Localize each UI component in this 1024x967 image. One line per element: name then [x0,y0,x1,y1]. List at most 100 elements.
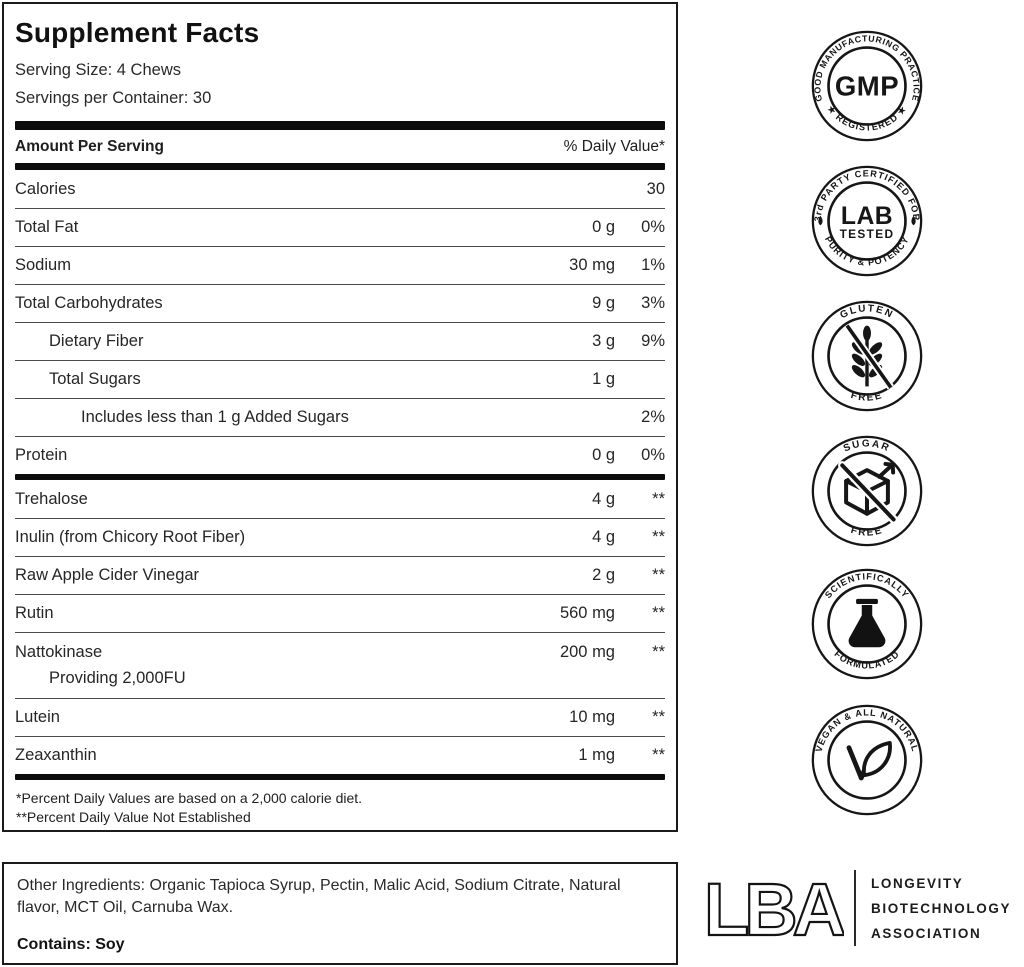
svg-text:FORMULATED: FORMULATED [832,649,901,671]
sugar-free-seal-icon: SUGAR FREE [811,435,923,547]
nutrient-dv: 9% [641,332,665,350]
table-row-nattokinase: Nattokinase 200 mg ** Providing 2,000FU [15,632,665,698]
gmp-seal-icon: GOOD MANUFACTURING PRACTICE ★ REGISTERED… [811,30,923,142]
table-row-rutin: Rutin 560 mg ** [15,594,665,632]
svg-text:★ REGISTERED ★: ★ REGISTERED ★ [825,103,909,133]
nutrient-name: Sodium [15,256,71,274]
lab-center-text: LAB [841,203,893,230]
nutrient-name: Total Fat [15,218,79,236]
table-row-sodium: Sodium 30 mg 1% [15,246,665,284]
nutrient-name: Lutein [15,708,60,726]
servings-per-container: Servings per Container: 30 [15,89,212,107]
nutrient-name: Dietary Fiber [49,332,144,350]
lab-tested-seal-icon: 3rd PARTY CERTIFIED FOR PURITY & POTENCY… [811,165,923,277]
footnotes: *Percent Daily Values are based on a 2,0… [15,780,665,830]
thick-divider-top [15,121,665,130]
nattokinase-main-line: Nattokinase 200 mg ** [15,643,665,662]
nutrient-dv: 2% [641,408,665,426]
table-row-apple-cider-vinegar: Raw Apple Cider Vinegar 2 g ** [15,556,665,594]
droplet-left-icon [818,215,823,226]
footnote-daily-values: *Percent Daily Values are based on a 2,0… [16,790,363,806]
table-row-total-carbohydrates: Total Carbohydrates 9 g 3% [15,284,665,322]
nutrient-amount: 0 g [592,446,615,464]
association-line-3: ASSOCIATION [871,925,982,941]
scientifically-formulated-seal-icon: SCIENTIFICALLY FORMULATED [811,568,923,680]
nutrient-dv: ** [652,566,665,584]
nutrition-table: Calories 30 Total Fat 0 g 0% Sodium 30 m… [15,170,665,474]
table-row-total-sugars: Total Sugars 1 g [15,360,665,398]
contains-allergen: Contains: Soy [17,936,125,954]
nutrient-name: Protein [15,446,68,464]
table-row-inulin: Inulin (from Chicory Root Fiber) 4 g ** [15,518,665,556]
amount-per-serving-header: Amount Per Serving [15,137,164,155]
nutrient-dv: 0% [641,218,665,236]
footnote-not-established: **Percent Daily Value Not Established [16,808,251,825]
nattokinase-providing-note: Providing 2,000FU [49,669,186,687]
nutrient-amount: 10 mg [569,708,615,726]
association-line-2: BIOTECHNOLOGY [871,900,1012,916]
nutrient-name: Zeaxanthin [15,746,97,764]
flask-icon [848,598,886,648]
nutrient-name: Total Sugars [49,370,141,388]
serving-size: Serving Size: 4 Chews [15,61,181,79]
thick-divider-middle [15,474,665,480]
table-row-total-fat: Total Fat 0 g 0% [15,208,665,246]
lba-association-block: LBA LONGEVITY BIOTECHNOLOGY ASSOCIATION [702,856,1020,960]
slash-icon [840,463,896,522]
nutrient-name: Trehalose [15,489,88,508]
nutrient-amount: 2 g [592,566,615,584]
lab-tested-badge: 3rd PARTY CERTIFIED FOR PURITY & POTENCY… [810,164,924,278]
nutrient-dv: 30 [646,179,665,198]
svg-text:FREE: FREE [849,390,884,404]
nutrient-dv: ** [652,528,665,546]
table-header: Amount Per Serving % Daily Value* [15,130,665,163]
sugar-top-arc-text: SUGAR [842,438,890,454]
svg-text:SUGAR: SUGAR [842,438,892,454]
lab-tested-text: TESTED [840,227,895,241]
nutrient-amount: 1 mg [578,746,615,764]
wheat-icon [843,323,894,390]
table-row-zeaxanthin: Zeaxanthin 1 mg ** [15,736,665,774]
nutrient-amount: 9 g [592,294,615,312]
table-row-dietary-fiber: Dietary Fiber 3 g 9% [15,322,665,360]
nutrient-name: Inulin (from Chicory Root Fiber) [15,528,246,546]
nutrient-amount: 4 g [592,489,615,508]
nutrient-amount: 560 mg [559,604,615,622]
nutrient-name: Raw Apple Cider Vinegar [15,566,200,584]
gluten-free-seal-icon: GLUTEN FREE [811,300,923,412]
supplement-facts-panel: Supplement Facts Serving Size: 4 Chews S… [2,2,678,832]
nutrient-amount: 0 g [592,218,615,236]
nutrient-name: Includes less than 1 g Added Sugars [81,408,349,426]
svg-text:VEGAN & ALL NATURAL: VEGAN & ALL NATURAL [814,707,921,753]
slash-icon [845,324,893,389]
nutrient-dv: 1% [641,256,665,274]
supplement-table: Trehalose 4 g ** Inulin (from Chicory Ro… [15,480,665,774]
thick-divider-bottom [15,774,665,780]
table-row-protein: Protein 0 g 0% [15,436,665,474]
nutrient-amount: 3 g [592,332,615,350]
sugar-bottom-arc-text: FREE [849,525,882,539]
vertical-divider [854,870,856,946]
gluten-free-badge: GLUTEN FREE [810,299,924,413]
nutrient-dv: 0% [641,446,665,464]
gmp-center-text: GMP [835,71,899,102]
vegan-top-arc-text: VEGAN & ALL NATURAL [814,707,920,753]
daily-value-header: % Daily Value* [563,137,665,155]
nutrient-name: Rutin [15,604,54,622]
sugar-free-badge: SUGAR FREE [810,434,924,548]
gluten-bottom-arc-text: FREE [849,390,882,404]
lba-logo-text: LBA [704,868,844,951]
nutrient-name: Total Carbohydrates [15,294,163,312]
table-row-lutein: Lutein 10 mg ** [15,698,665,736]
sci-bottom-arc-text: FORMULATED [832,649,900,671]
nutrient-amount: 30 mg [569,256,615,274]
nutrient-amount: 200 mg [559,643,615,661]
gmp-badge: GOOD MANUFACTURING PRACTICE ★ REGISTERED… [810,29,924,143]
other-ingredients-box: Other Ingredients: Organic Tapioca Syrup… [2,862,678,965]
scientifically-formulated-badge: SCIENTIFICALLY FORMULATED [810,567,924,681]
association-name: LONGEVITY BIOTECHNOLOGY ASSOCIATION [871,871,1011,946]
table-row-calories: Calories 30 [15,170,665,208]
nutrient-name: Nattokinase [15,643,103,661]
other-ingredients-text: Other Ingredients: Organic Tapioca Syrup… [17,877,621,917]
nutrient-amount: 1 g [592,370,615,388]
